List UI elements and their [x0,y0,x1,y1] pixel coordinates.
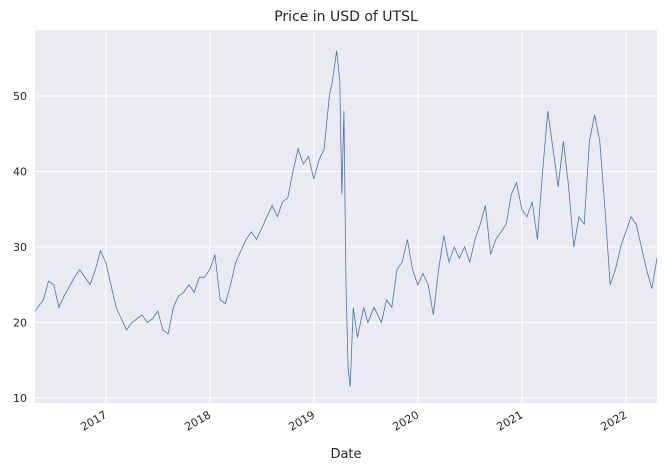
x-tick-label: 2020 [391,408,422,433]
x-tick-label: 2022 [599,408,630,433]
y-tick-label: 20 [13,317,27,330]
y-tick-label: 40 [13,165,27,178]
x-tick-label: 2021 [495,408,526,433]
x-tick-label: 2017 [78,408,109,433]
plot-area [35,30,657,403]
price-line [34,50,658,387]
y-tick-label: 50 [13,90,27,103]
x-tick-label: 2019 [287,408,318,433]
y-tick-label: 30 [13,241,27,254]
x-tick-label: 2018 [182,408,213,433]
x-axis-label: Date [330,447,361,462]
y-tick-label: 10 [13,392,27,405]
chart-title: Price in USD of UTSL [274,9,418,25]
